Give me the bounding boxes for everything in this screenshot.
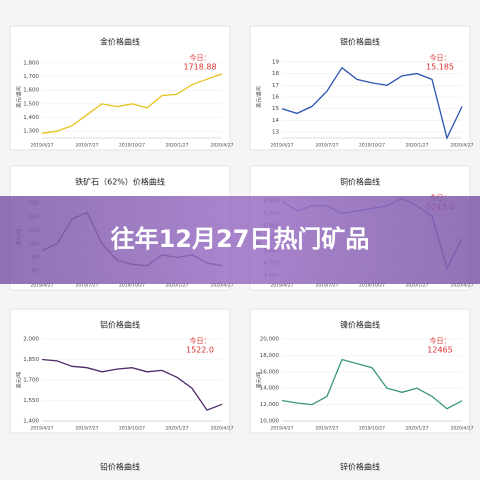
- panel: [9, 25, 231, 151]
- x-tick-label: 2019/4/27: [30, 283, 53, 289]
- y-tick-label: 1,400: [23, 419, 39, 425]
- price-line: [41, 73, 223, 134]
- x-tick-label: 2020/1/27: [165, 426, 188, 432]
- y-tick-label: 1,850: [23, 357, 39, 363]
- chart-title: 银价格曲线: [340, 37, 380, 47]
- y-tick-label: 2,000: [23, 337, 39, 343]
- y-tick-label: 16: [272, 95, 279, 101]
- annotation-label: 今日：: [190, 53, 211, 62]
- x-tick-label: 2019/4/27: [270, 426, 293, 432]
- chart-title: 金价格曲线: [100, 37, 140, 47]
- panel: [9, 308, 231, 434]
- x-tick-label: 2020/1/27: [405, 143, 428, 149]
- y-tick-label: 18: [272, 71, 279, 77]
- y-tick-label: 1,300: [23, 129, 39, 135]
- y-tick-label: 1,500: [23, 101, 39, 107]
- x-tick-label: 2020/1/27: [165, 283, 188, 289]
- y-tick-label: 16,000: [260, 369, 280, 375]
- x-tick-label: 2019/7/27: [75, 426, 98, 432]
- price-line: [281, 358, 463, 410]
- x-tick-label: 2020/1/27: [165, 143, 188, 149]
- x-tick-label: 2020/4/27: [450, 283, 473, 289]
- price-line: [41, 358, 223, 411]
- x-tick-label: 2019/10/27: [359, 426, 385, 432]
- panel: [249, 25, 471, 151]
- x-tick-label: 2020/1/27: [405, 283, 428, 289]
- x-tick-label: 2019/7/27: [315, 143, 338, 149]
- y-axis-label: 美元/盎司: [16, 86, 23, 108]
- annotation-label: 今日：: [430, 53, 451, 62]
- x-tick-label: 2020/4/27: [210, 426, 233, 432]
- annotation-label: 今日：: [190, 336, 211, 345]
- x-tick-label: 2019/7/27: [75, 143, 98, 149]
- x-tick-label: 2019/7/27: [75, 283, 98, 289]
- x-tick-label: 2020/1/27: [405, 426, 428, 432]
- x-tick-label: 2019/4/27: [30, 426, 53, 432]
- x-tick-label: 2019/10/27: [359, 283, 385, 289]
- y-tick-label: 20,000: [260, 337, 280, 343]
- today-value: 15.185: [426, 63, 454, 72]
- y-tick-label: 19: [272, 59, 279, 65]
- chart-title: 铁矿石（62%）价格曲线: [75, 177, 165, 187]
- y-tick-label: 10,000: [260, 419, 280, 425]
- chart-title: 铝价格曲线: [100, 320, 140, 330]
- y-tick-label: 1,800: [23, 60, 39, 66]
- x-tick-label: 2019/10/27: [359, 143, 385, 149]
- chart-title: 铜价格曲线: [340, 177, 380, 187]
- y-tick-label: 1,600: [23, 88, 39, 94]
- x-tick-label: 2019/10/27: [119, 426, 145, 432]
- y-tick-label: 1,700: [23, 74, 39, 80]
- x-tick-label: 2019/10/27: [119, 283, 145, 289]
- x-tick-label: 2019/7/27: [315, 426, 338, 432]
- y-axis-label: 美元/吨: [256, 372, 263, 389]
- chart-title: 铅价格曲线: [100, 462, 140, 472]
- today-value: 12465: [427, 346, 452, 355]
- y-tick-label: 1,550: [23, 398, 39, 404]
- x-tick-label: 2019/4/27: [270, 283, 293, 289]
- annotation-label: 今日：: [430, 336, 451, 345]
- y-tick-label: 12,000: [260, 402, 280, 408]
- banner: [0, 196, 480, 284]
- chart-title: 镍价格曲线: [340, 320, 380, 330]
- x-tick-label: 2019/10/27: [119, 143, 145, 149]
- x-tick-label: 2019/4/27: [30, 143, 53, 149]
- x-tick-label: 2020/4/27: [450, 143, 473, 149]
- today-value: 1522.0: [186, 346, 214, 355]
- x-tick-label: 2019/7/27: [315, 283, 338, 289]
- y-axis-label: 美元/吨: [16, 372, 23, 389]
- today-value: 1718.88: [183, 63, 216, 72]
- panel: [249, 308, 471, 434]
- y-tick-label: 17: [272, 83, 279, 89]
- y-tick-label: 18,000: [260, 353, 280, 359]
- y-axis-label: 美元/盎司: [256, 86, 263, 108]
- y-tick-label: 1,400: [23, 115, 39, 121]
- y-tick-label: 14,000: [260, 386, 280, 392]
- y-tick-label: 15: [272, 106, 279, 112]
- y-tick-label: 13: [272, 130, 279, 136]
- banner-title: 往年12月27日热门矿品: [111, 225, 370, 253]
- price-line: [281, 66, 463, 140]
- x-tick-label: 2020/4/27: [210, 283, 233, 289]
- x-tick-label: 2020/4/27: [210, 143, 233, 149]
- y-tick-label: 1,700: [23, 378, 39, 384]
- x-tick-label: 2019/4/27: [270, 143, 293, 149]
- chart-title: 锌价格曲线: [340, 462, 380, 472]
- x-tick-label: 2020/4/27: [450, 426, 473, 432]
- y-tick-label: 14: [272, 118, 279, 124]
